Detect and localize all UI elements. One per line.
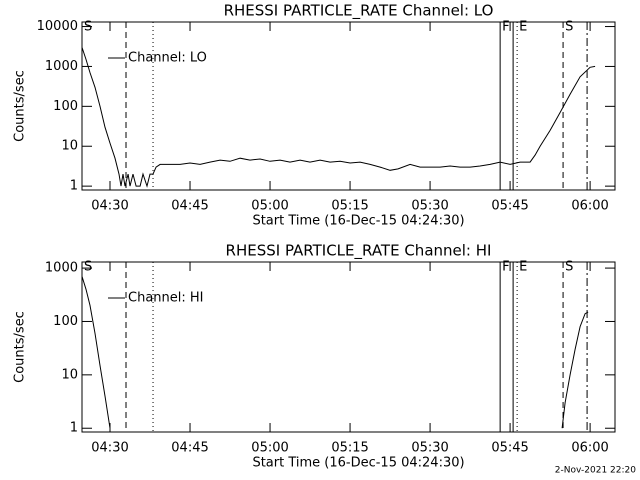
y-tick-label: 1000 (45, 261, 78, 276)
x-axis-label: Start Time (16-Dec-15 04:24:30) (252, 214, 464, 229)
y-tick-label: 100 (53, 314, 78, 329)
event-label: F (502, 20, 509, 35)
chart-title: RHESSI PARTICLE_RATE Channel: HI (226, 242, 492, 261)
y-tick-label: 10 (61, 367, 78, 382)
event-label: E (519, 20, 527, 35)
event-label: S (84, 260, 92, 275)
legend-label: Channel: LO (128, 51, 207, 66)
x-tick-label: 05:00 (251, 441, 288, 456)
legend-label: Channel: HI (128, 291, 204, 306)
plot-frame (81, 261, 616, 433)
x-tick-label: 04:30 (91, 441, 128, 456)
x-tick-label: 06:00 (571, 199, 608, 214)
x-tick-label: 04:45 (171, 441, 208, 456)
y-tick-label: 10000 (37, 19, 78, 34)
event-label: S (565, 260, 573, 275)
x-tick-label: 05:30 (411, 199, 448, 214)
x-axis-label: Start Time (16-Dec-15 04:24:30) (252, 456, 464, 471)
y-axis-label: Counts/sec (13, 70, 28, 142)
event-label: S (84, 20, 92, 35)
y-tick-label: 10 (61, 139, 78, 154)
event-label: S (565, 20, 573, 35)
y-tick-label: 100 (53, 99, 78, 114)
x-tick-label: 05:45 (491, 199, 528, 214)
y-tick-label: 1000 (45, 59, 78, 74)
x-tick-label: 05:45 (491, 441, 528, 456)
data-line (81, 47, 596, 188)
event-label: F (502, 260, 509, 275)
x-tick-label: 05:15 (331, 199, 368, 214)
x-tick-label: 05:15 (331, 441, 368, 456)
y-tick-label: 1 (70, 179, 78, 194)
x-tick-label: 04:30 (91, 199, 128, 214)
y-axis-label: Counts/sec (13, 311, 28, 383)
x-tick-label: 05:00 (251, 199, 288, 214)
timestamp: 2-Nov-2021 22:20 (555, 466, 637, 476)
x-tick-label: 06:00 (571, 441, 608, 456)
event-label: E (519, 260, 527, 275)
x-tick-label: 04:45 (171, 199, 208, 214)
y-tick-label: 1 (70, 421, 78, 436)
x-tick-label: 05:30 (411, 441, 448, 456)
data-line (81, 276, 589, 429)
chart-title: RHESSI PARTICLE_RATE Channel: LO (224, 2, 494, 21)
